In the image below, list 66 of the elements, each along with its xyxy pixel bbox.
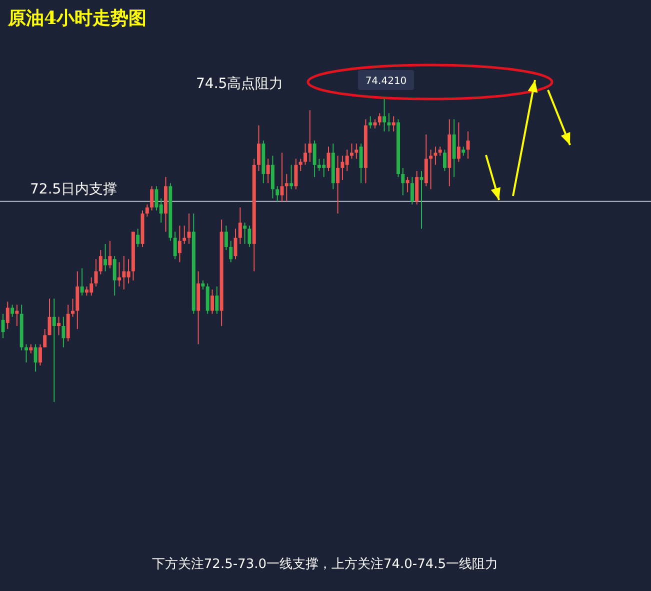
candlestick <box>382 98 386 132</box>
ref-line-label: 72.5日内支撑 <box>30 181 118 198</box>
candlestick <box>43 328 47 348</box>
candlestick <box>24 344 28 363</box>
candlestick <box>257 124 260 172</box>
annotation: 74.4210 <box>365 76 407 87</box>
candlestick <box>229 240 233 263</box>
chart-title: 原油4小时走势图 <box>7 8 147 29</box>
candlestick <box>312 140 316 178</box>
candlestick <box>298 158 302 172</box>
candlestick <box>210 289 214 314</box>
candlestick <box>173 231 177 260</box>
candlestick <box>108 240 112 269</box>
candlestick <box>150 186 154 211</box>
candlestick <box>294 158 298 190</box>
candlestick <box>387 112 391 132</box>
candlestick <box>284 174 288 202</box>
candlestick <box>112 256 116 296</box>
candlestick <box>290 164 294 190</box>
candlestick <box>266 158 270 184</box>
candlestick <box>98 250 102 275</box>
candlestick <box>354 143 358 160</box>
candlestick <box>443 149 446 172</box>
candlestick <box>38 344 42 366</box>
candlestick <box>80 268 84 296</box>
candlestick <box>406 176 410 193</box>
candlestick <box>215 286 219 314</box>
candlestick <box>118 262 121 287</box>
candlestick <box>238 206 242 244</box>
candlestick <box>462 146 466 156</box>
candlestick <box>280 152 284 202</box>
candlestick <box>304 143 307 166</box>
candlestick <box>104 243 108 272</box>
candlestick <box>224 225 228 250</box>
candlestick <box>336 155 340 214</box>
candlestick <box>29 344 33 354</box>
candlestick <box>434 146 438 166</box>
candlestick <box>429 149 433 190</box>
candlestick <box>34 344 38 372</box>
candlestick <box>378 112 382 126</box>
candlestick <box>392 116 396 132</box>
candlestick <box>15 304 19 326</box>
candlestick <box>410 176 414 205</box>
candlestick <box>6 301 10 330</box>
candlestick <box>62 316 66 348</box>
candlestick <box>456 122 460 162</box>
candlestick <box>368 116 372 129</box>
candlestick <box>276 186 280 202</box>
candlestick <box>308 110 312 162</box>
candlestick <box>10 304 14 318</box>
candlestick <box>71 298 74 318</box>
candlestick <box>52 298 56 402</box>
candlestick <box>401 167 405 196</box>
candlestick <box>145 204 149 218</box>
candlestick <box>248 225 252 248</box>
candlestick <box>243 222 247 244</box>
candlestick <box>57 316 61 336</box>
candlestick <box>438 146 442 156</box>
text: 74.5高点阻力 <box>196 76 284 92</box>
candlestick <box>201 280 205 290</box>
candlestick <box>136 228 140 248</box>
candlestick <box>359 143 363 184</box>
candlestick <box>350 143 354 160</box>
candlestick <box>178 225 182 263</box>
text: 下方关注72.5-73.0一线支撑，上方关注74.0-74.5一线阻力 <box>152 556 498 572</box>
candlestick <box>182 225 186 244</box>
